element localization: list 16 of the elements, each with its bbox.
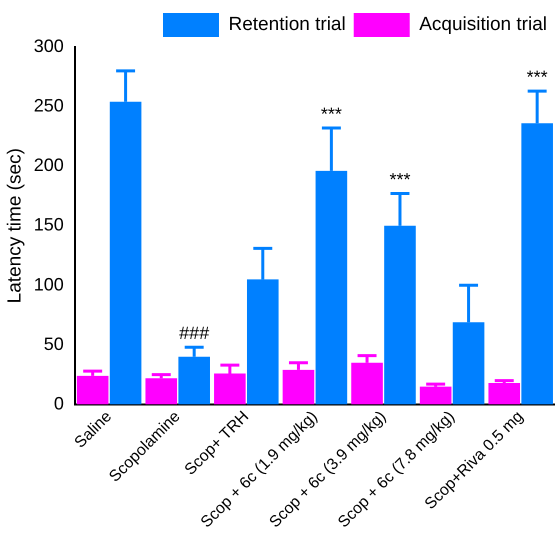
y-tick-label: 0: [54, 393, 64, 414]
bar: [488, 382, 520, 404]
y-tick-label: 150: [34, 214, 64, 235]
data-label: ***: [526, 67, 548, 88]
y-tick-label: 300: [34, 36, 64, 56]
y-tick-label: 200: [34, 155, 64, 176]
data-label: ***: [320, 104, 342, 124]
y-tick-label: 250: [34, 96, 64, 116]
legend-label: Acquisition trial: [419, 14, 548, 36]
data-label: ***: [389, 170, 410, 190]
y-axis-title: Latency time (sec): [4, 148, 26, 304]
y-tick-label: 100: [34, 274, 64, 294]
data-label: ###: [179, 323, 210, 344]
bar: [420, 386, 452, 404]
y-tick-label: 50: [44, 334, 64, 354]
legend-label: Retention trial: [228, 14, 346, 36]
